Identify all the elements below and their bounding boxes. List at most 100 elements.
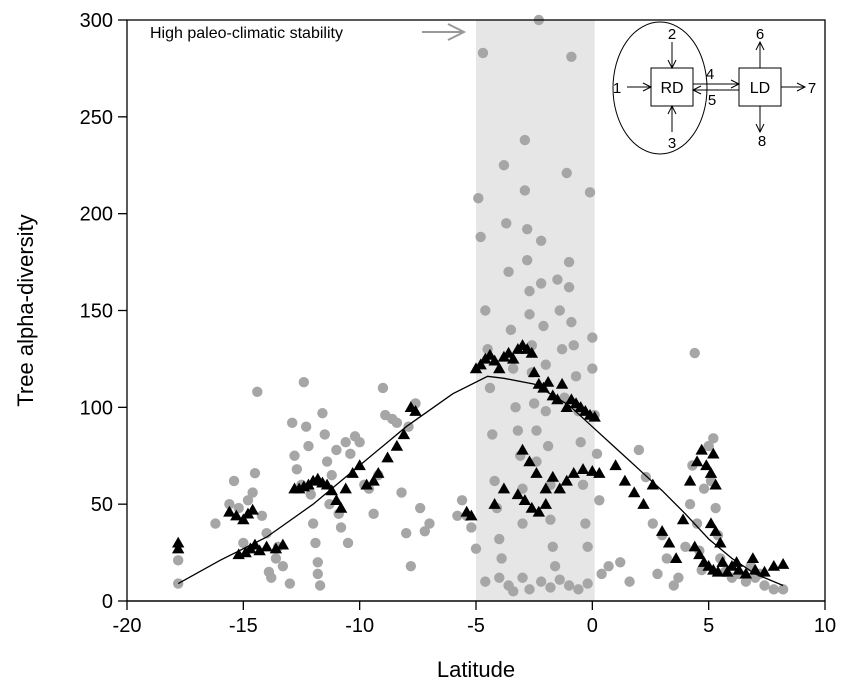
- observed-point: [596, 568, 607, 580]
- inset-arrowhead-3: [667, 104, 677, 115]
- predicted-point: [502, 346, 515, 358]
- observed-point: [452, 510, 463, 521]
- predicted-point: [746, 552, 760, 564]
- annotation-arrow: [422, 23, 467, 41]
- x-tick-label: -5: [467, 615, 485, 637]
- predicted-point: [576, 463, 590, 474]
- observed-point: [284, 578, 296, 589]
- observed-point: [484, 382, 496, 394]
- observed-point: [549, 560, 561, 572]
- observed-point: [708, 433, 719, 444]
- observed-point: [640, 471, 652, 483]
- predicted-point: [537, 381, 550, 393]
- observed-point: [524, 584, 535, 595]
- predicted-point: [488, 354, 501, 366]
- predicted-point: [730, 556, 743, 567]
- observed-point: [535, 576, 547, 587]
- inset-arrowhead-5: [691, 85, 702, 95]
- observed-point: [580, 518, 591, 529]
- predicted-point: [320, 478, 334, 490]
- observed-point: [554, 305, 565, 316]
- observed-point: [314, 580, 326, 591]
- observed-point: [673, 572, 684, 583]
- predicted-point: [372, 466, 385, 478]
- predicted-point: [560, 474, 573, 486]
- predicted-points: [171, 339, 790, 579]
- x-tick-label: 0: [587, 615, 598, 637]
- observed-point: [566, 316, 577, 328]
- predicted-point: [662, 536, 676, 548]
- predicted-point: [346, 466, 359, 478]
- predicted-point: [530, 466, 543, 478]
- inset-box-ld-label: LD: [750, 80, 770, 97]
- observed-point: [519, 185, 531, 196]
- y-tick-label: 100: [80, 397, 113, 419]
- observed-point: [377, 382, 389, 394]
- observed-point: [615, 557, 626, 568]
- predicted-point: [553, 482, 566, 494]
- observed-point: [777, 584, 789, 595]
- observed-point: [696, 564, 707, 576]
- inset-arrowhead-2: [667, 59, 677, 70]
- y-axis: 0 50 100 150 200 250 300: [80, 10, 127, 613]
- predicted-point: [334, 501, 348, 513]
- predicted-point: [516, 443, 529, 455]
- predicted-point: [700, 459, 713, 471]
- predicted-point: [669, 552, 683, 564]
- observed-point: [647, 518, 659, 529]
- inset-arrowhead-1: [642, 82, 653, 92]
- inset-label-1: 1: [613, 80, 621, 97]
- observed-point: [710, 502, 721, 514]
- observed-point: [307, 518, 319, 529]
- inset-label-3: 3: [668, 135, 676, 152]
- observed-point: [594, 495, 605, 506]
- observed-point: [403, 421, 414, 432]
- observed-point: [582, 578, 593, 589]
- y-tick-label: 150: [80, 301, 113, 323]
- x-tick-label: -10: [345, 615, 374, 637]
- predicted-point: [518, 494, 532, 505]
- observed-point: [312, 568, 323, 580]
- observed-point: [249, 467, 261, 479]
- observed-point: [573, 584, 584, 595]
- observed-point: [652, 568, 663, 580]
- observed-point: [512, 425, 524, 436]
- predicted-point: [397, 428, 411, 440]
- predicted-point: [683, 474, 697, 486]
- predicted-point: [260, 540, 273, 552]
- y-tick-label: 200: [80, 204, 113, 226]
- observed-point: [517, 518, 528, 529]
- predicted-point: [171, 542, 185, 554]
- predicted-point: [609, 459, 622, 471]
- observed-point: [563, 580, 575, 591]
- predicted-point: [704, 466, 718, 478]
- predicted-point: [709, 478, 722, 490]
- observed-point: [528, 398, 540, 409]
- predicted-point: [695, 443, 708, 455]
- predicted-point: [749, 563, 762, 575]
- predicted-point: [593, 466, 606, 478]
- predicted-point: [551, 393, 564, 405]
- x-axis: -20 -15 -10 -5 0 5 10: [113, 600, 836, 637]
- observed-point: [521, 254, 533, 266]
- observed-point: [345, 448, 356, 460]
- observed-point: [566, 51, 577, 62]
- observed-point: [470, 543, 482, 554]
- predicted-point: [493, 362, 506, 374]
- observed-point: [542, 440, 554, 452]
- predicted-point: [714, 536, 727, 548]
- observed-point: [547, 541, 558, 552]
- observed-point: [496, 553, 507, 564]
- predicted-point: [409, 405, 422, 416]
- observed-point: [587, 363, 598, 374]
- observed-point: [563, 256, 575, 268]
- observed-point: [405, 560, 417, 572]
- predicted-point: [276, 538, 290, 550]
- observed-point: [498, 160, 510, 171]
- predicted-point: [688, 540, 701, 552]
- predicted-point: [511, 488, 525, 500]
- x-tick-label: 5: [703, 615, 714, 637]
- x-tick-label: 10: [814, 615, 836, 637]
- observed-point: [326, 469, 337, 481]
